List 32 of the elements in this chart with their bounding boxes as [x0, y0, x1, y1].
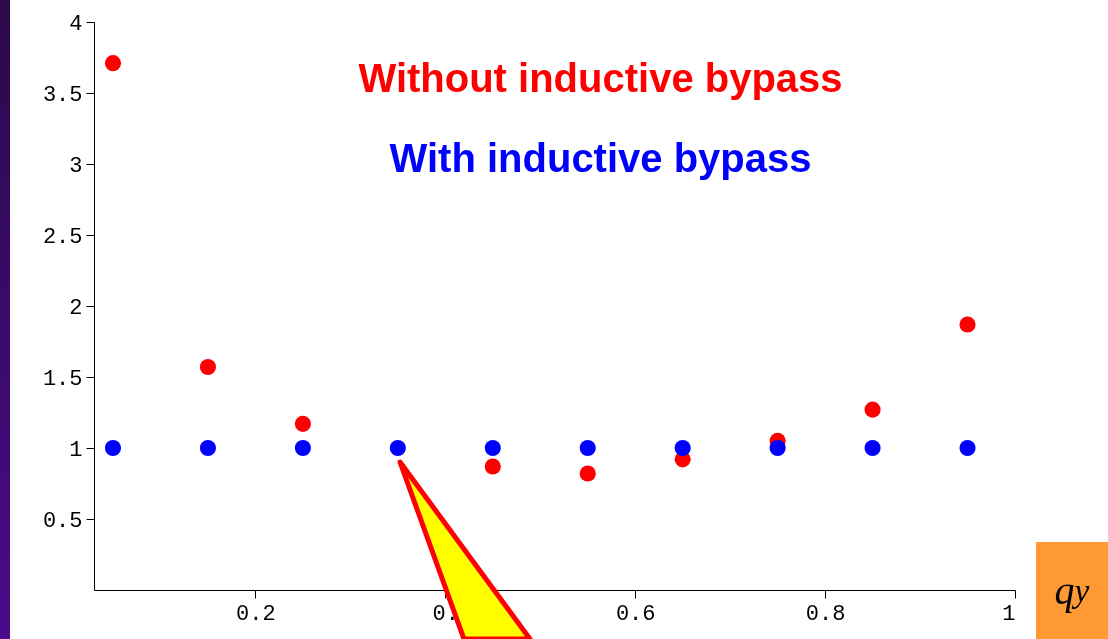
y-tick-label: 3 — [69, 153, 83, 179]
y-tick-label: 4 — [69, 11, 83, 37]
point — [199, 439, 216, 457]
point — [294, 439, 311, 457]
point — [104, 439, 122, 457]
point — [769, 439, 786, 457]
y-tick-label: 1.5 — [42, 366, 83, 392]
x-tick-label: 1 — [1002, 601, 1016, 627]
point — [864, 401, 881, 418]
text: With inductive bypass — [389, 136, 812, 180]
point — [959, 439, 976, 457]
point — [484, 458, 501, 475]
point — [294, 415, 311, 432]
y-tick-label: 1 — [69, 437, 83, 463]
y-tick-label: 2.5 — [42, 224, 83, 250]
point — [199, 359, 216, 376]
text: Without inductive bypass — [358, 56, 843, 100]
x-tick-label: 0.2 — [236, 601, 276, 627]
x-tick-label: 0. — [432, 601, 460, 627]
y-tick-label: 3.5 — [42, 82, 83, 108]
point — [104, 55, 122, 72]
y-tick-label: 0.5 — [42, 508, 83, 534]
point — [864, 439, 881, 457]
x-tick-label: 0.8 — [805, 601, 846, 627]
point — [959, 316, 976, 333]
point — [579, 465, 596, 482]
point — [674, 439, 691, 457]
point — [389, 439, 406, 457]
point — [484, 439, 501, 457]
x-tick-label: 0.6 — [615, 601, 656, 627]
point — [579, 439, 596, 457]
y-tick-label: 2 — [69, 295, 83, 321]
